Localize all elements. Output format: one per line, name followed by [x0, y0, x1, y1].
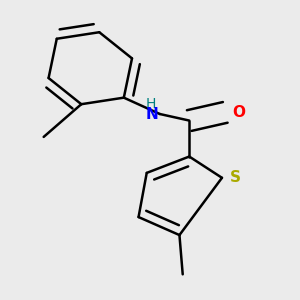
- Text: S: S: [230, 170, 241, 185]
- Text: O: O: [232, 105, 245, 120]
- Text: N: N: [146, 106, 158, 122]
- Text: H: H: [146, 98, 156, 111]
